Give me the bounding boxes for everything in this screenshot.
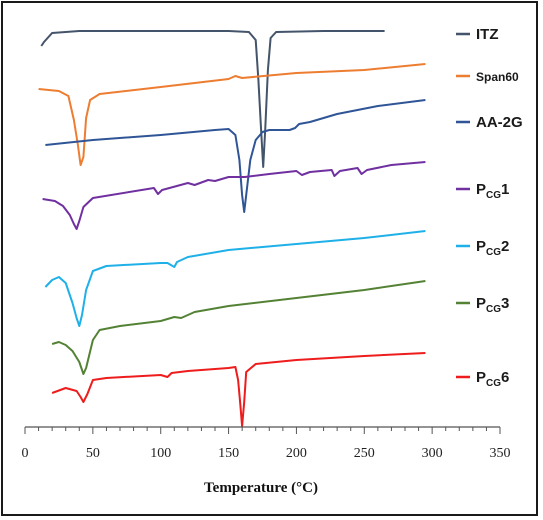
dsc-chart: 0 50 100 150 200 250 300 350 Temperature (°C) I… <box>22 26 523 496</box>
series-line-3 <box>45 99 426 213</box>
x-tick-label: 300 <box>422 446 443 461</box>
legend-label-main: P <box>476 369 486 386</box>
legend-label-subscript: CG <box>486 190 501 201</box>
legend-label: PCG3 <box>476 295 509 315</box>
x-tick-label: 350 <box>490 446 511 461</box>
legend-label: AA-2G <box>476 114 523 131</box>
x-tick-label: 100 <box>150 446 171 461</box>
legend-label-subscript: CG <box>486 304 501 315</box>
series-line-1 <box>40 30 385 168</box>
legend-label: PCG6 <box>476 369 509 389</box>
x-tick-label: 0 <box>22 446 29 461</box>
legend-label-main: ITZ <box>476 26 499 43</box>
series-line-4 <box>42 161 426 230</box>
legend-label-main: AA-2G <box>476 114 523 131</box>
legend-label-main: P <box>476 295 486 312</box>
legend-label: PCG2 <box>476 238 509 258</box>
legend-label-main: Span60 <box>476 70 519 84</box>
series-line-2 <box>38 63 426 166</box>
series-line-5 <box>44 230 426 327</box>
legend-label-number: 3 <box>501 295 509 312</box>
legend-label-main: P <box>476 181 486 198</box>
x-tick-label: 200 <box>286 446 307 461</box>
x-axis-title: Temperature (°C) <box>204 480 318 496</box>
x-tick-label: 250 <box>354 446 375 461</box>
series-line-7 <box>51 352 426 427</box>
x-tick-label: 150 <box>218 446 239 461</box>
legend-label-number: 1 <box>501 181 509 198</box>
legend-label-number: 2 <box>501 238 509 255</box>
x-tick-layer: 0 50 100 150 200 250 300 350 <box>22 427 511 461</box>
legend-label-number: 6 <box>501 369 509 386</box>
legend-label: PCG1 <box>476 181 509 201</box>
series-layer <box>38 30 426 427</box>
legend-label: ITZ <box>476 26 499 43</box>
legend-label: Span60 <box>476 70 519 84</box>
series-line-6 <box>51 280 426 375</box>
figure-frame: 0 50 100 150 200 250 300 350 Temperature (°C) I… <box>1 1 538 516</box>
legend-label-subscript: CG <box>486 247 501 258</box>
legend-label-subscript: CG <box>486 378 501 389</box>
x-tick-label: 50 <box>86 446 100 461</box>
legend-label-main: P <box>476 238 486 255</box>
